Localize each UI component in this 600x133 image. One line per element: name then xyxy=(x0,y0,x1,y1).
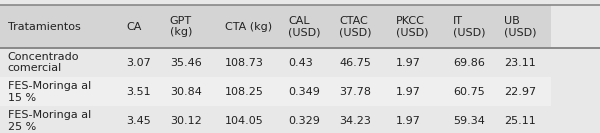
Text: CA: CA xyxy=(127,22,142,32)
Text: 69.86: 69.86 xyxy=(453,57,485,68)
Bar xyxy=(0,77,551,106)
Text: CTAC
(USD): CTAC (USD) xyxy=(339,16,371,37)
Text: 37.78: 37.78 xyxy=(339,87,371,97)
Text: 35.46: 35.46 xyxy=(170,57,202,68)
Text: 0.43: 0.43 xyxy=(288,57,313,68)
Text: 60.75: 60.75 xyxy=(453,87,485,97)
Text: 23.11: 23.11 xyxy=(504,57,536,68)
Text: UB
(USD): UB (USD) xyxy=(504,16,536,37)
Text: 3.07: 3.07 xyxy=(127,57,151,68)
Text: 34.23: 34.23 xyxy=(339,116,371,126)
Text: FES-Moringa al
25 %: FES-Moringa al 25 % xyxy=(8,110,91,132)
Text: 0.329: 0.329 xyxy=(288,116,320,126)
Text: CAL
(USD): CAL (USD) xyxy=(288,16,320,37)
Text: 30.84: 30.84 xyxy=(170,87,202,97)
Text: 0.349: 0.349 xyxy=(288,87,320,97)
Text: 104.05: 104.05 xyxy=(225,116,264,126)
Text: PKCC
(USD): PKCC (USD) xyxy=(396,16,428,37)
Text: 46.75: 46.75 xyxy=(339,57,371,68)
Text: IT
(USD): IT (USD) xyxy=(453,16,485,37)
Text: 3.51: 3.51 xyxy=(127,87,151,97)
Text: 59.34: 59.34 xyxy=(453,116,485,126)
Text: 3.45: 3.45 xyxy=(127,116,151,126)
Text: FES-Moringa al
15 %: FES-Moringa al 15 % xyxy=(8,81,91,103)
Text: 30.12: 30.12 xyxy=(170,116,202,126)
Text: 1.97: 1.97 xyxy=(396,116,421,126)
Text: Concentrado
comercial: Concentrado comercial xyxy=(8,52,79,73)
Text: 1.97: 1.97 xyxy=(396,87,421,97)
Text: 108.73: 108.73 xyxy=(225,57,264,68)
Text: CTA (kg): CTA (kg) xyxy=(225,22,272,32)
Text: GPT
(kg): GPT (kg) xyxy=(170,16,192,37)
Bar xyxy=(0,48,551,77)
Text: Tratamientos: Tratamientos xyxy=(8,22,80,32)
Bar xyxy=(0,106,551,133)
Text: 1.97: 1.97 xyxy=(396,57,421,68)
Text: 25.11: 25.11 xyxy=(504,116,536,126)
Text: 108.25: 108.25 xyxy=(225,87,264,97)
Text: 22.97: 22.97 xyxy=(504,87,536,97)
Bar xyxy=(0,5,551,48)
